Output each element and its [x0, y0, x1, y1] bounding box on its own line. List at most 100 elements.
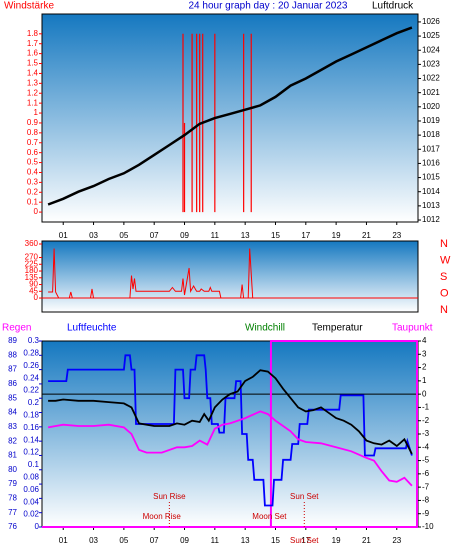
legend-windspeed: Windstärke — [4, 1, 54, 12]
panel-bottom — [41, 340, 419, 528]
x-tick-label: 23 — [392, 231, 401, 240]
y3-tick-label: 0.26 — [23, 361, 39, 370]
x-tick-label: 13 — [241, 231, 250, 240]
y3-tick-label: 0.04 — [23, 497, 39, 506]
y-tick-label: 1.1 — [27, 98, 39, 107]
y-tick-label: 77 — [8, 508, 17, 517]
y2-tick-label: 1023 — [422, 59, 440, 68]
x-tick-label: 05 — [119, 536, 128, 545]
y2-tick-label: 1026 — [422, 17, 440, 26]
legend-windchill: Windchill — [245, 323, 285, 334]
y3-tick-label: 0.12 — [23, 448, 39, 457]
compass-label: N — [440, 238, 448, 250]
y2-tick-label: -9 — [422, 509, 430, 518]
y2-tick-label: -6 — [422, 469, 430, 478]
y-tick-label: 1.7 — [27, 39, 39, 48]
y3-tick-label: 0.1 — [28, 460, 40, 469]
y3-tick-label: 0.22 — [23, 386, 39, 395]
y2-tick-label: -5 — [422, 456, 430, 465]
x-tick-label: 11 — [211, 231, 220, 240]
event-label: Sun Set — [290, 536, 319, 545]
legend-rain: Regen — [2, 323, 31, 334]
y2-tick-label: -8 — [422, 496, 430, 505]
x-tick-label: 13 — [241, 536, 250, 545]
y3-tick-label: 0.18 — [23, 411, 39, 420]
y-tick-label: 88 — [8, 350, 17, 359]
y2-tick-label: 1021 — [422, 88, 440, 97]
y-tick-label: 1.8 — [27, 29, 39, 38]
x-tick-label: 21 — [362, 536, 371, 545]
x-tick-label: 03 — [89, 231, 98, 240]
y2-tick-label: -3 — [422, 429, 430, 438]
x-tick-label: 09 — [180, 231, 189, 240]
y-tick-label: 82 — [8, 436, 17, 445]
x-tick-label: 15 — [271, 536, 280, 545]
x-tick-label: 11 — [211, 536, 220, 545]
y2-tick-label: 1 — [422, 376, 427, 385]
legend-dewpoint: Taupunkt — [392, 323, 433, 334]
y2-tick-label: -7 — [422, 482, 430, 491]
legend-temperature: Temperatur — [312, 323, 363, 334]
y2-tick-label: 4 — [422, 336, 427, 345]
y2-tick-label: 1015 — [422, 173, 440, 182]
y2-tick-label: 1025 — [422, 31, 440, 40]
y2-tick-label: -1 — [422, 403, 430, 412]
y-tick-label: 1.5 — [27, 59, 39, 68]
y2-tick-label: 3 — [422, 349, 427, 358]
y2-tick-label: 1020 — [422, 102, 440, 111]
compass-label: N — [440, 304, 448, 316]
event-label: Sun Rise — [153, 492, 186, 501]
y2-tick-label: 1016 — [422, 159, 440, 168]
y3-tick-label: 0.16 — [23, 423, 39, 432]
y-tick-label: 87 — [8, 365, 17, 374]
panel-top — [41, 13, 419, 223]
y2-tick-label: 1022 — [422, 74, 440, 83]
chart-title: 24 hour graph day : 20 Januar 2023 — [188, 1, 347, 12]
y-tick-label: 78 — [8, 493, 17, 502]
y-tick-label: 1.3 — [27, 78, 39, 87]
y-tick-label: 1.2 — [27, 88, 39, 97]
y-tick-label: 1 — [34, 108, 39, 117]
y-tick-label: 80 — [8, 465, 17, 474]
panel-middle — [41, 240, 419, 313]
x-tick-label: 23 — [392, 536, 401, 545]
y2-tick-label: 2 — [422, 363, 427, 372]
x-tick-label: 07 — [150, 231, 159, 240]
y3-tick-label: 0.24 — [23, 373, 39, 382]
x-tick-label: 03 — [89, 536, 98, 545]
y3-tick-label: 0.08 — [23, 473, 39, 482]
y2-tick-label: 1017 — [422, 144, 440, 153]
legend-humidity: Luftfeuchte — [67, 323, 117, 334]
y3-tick-label: 0.28 — [23, 349, 39, 358]
y3-tick-label: 0 — [35, 522, 40, 531]
y2-tick-label: 1024 — [422, 45, 440, 54]
y2-tick-label: 1014 — [422, 187, 440, 196]
event-label: Moon Set — [252, 512, 287, 521]
y-tick-label: 0 — [34, 293, 39, 302]
y-tick-label: 81 — [8, 451, 17, 460]
y3-tick-label: 0.06 — [23, 485, 39, 494]
series-line — [47, 410, 413, 487]
x-tick-label: 19 — [332, 536, 341, 545]
y-tick-label: 79 — [8, 479, 17, 488]
compass-label: S — [440, 271, 447, 283]
y-tick-label: 0.6 — [27, 148, 39, 157]
y-tick-label: 1.4 — [27, 69, 39, 78]
y-tick-label: 0.4 — [27, 168, 39, 177]
x-tick-label: 19 — [332, 231, 341, 240]
series-line — [48, 248, 412, 299]
x-tick-label: 01 — [59, 231, 68, 240]
y-tick-label: 0.5 — [27, 158, 39, 167]
y-tick-label: 1.6 — [27, 49, 39, 58]
y-tick-label: 85 — [8, 393, 17, 402]
y3-tick-label: 0.2 — [28, 398, 40, 407]
y-tick-label: 45 — [29, 286, 38, 295]
y-tick-label: 0.2 — [27, 187, 39, 196]
x-tick-label: 17 — [301, 231, 310, 240]
y2-tick-label: 1018 — [422, 130, 440, 139]
x-tick-label: 17 — [301, 536, 310, 545]
x-tick-label: 07 — [150, 536, 159, 545]
y-tick-label: 0.8 — [27, 128, 39, 137]
